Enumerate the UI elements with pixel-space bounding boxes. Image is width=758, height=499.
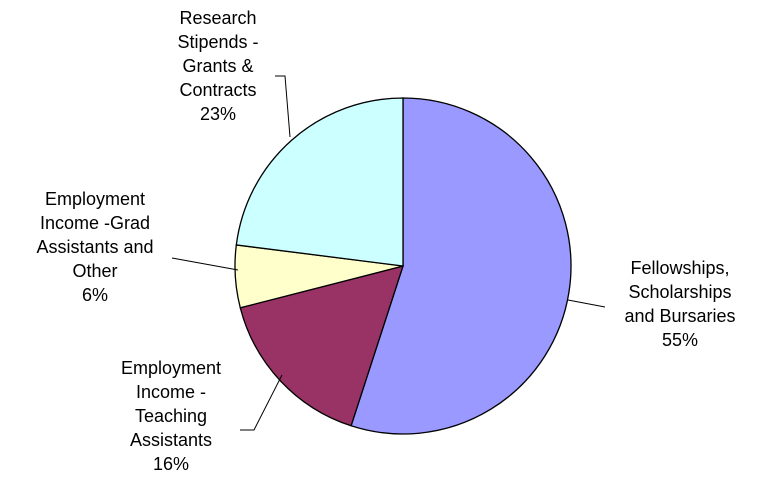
leader-line-1 [567,299,606,308]
leader-line-4 [275,75,291,138]
pie-slice-2 [239,265,404,427]
slice-label-line: Contracts [179,80,256,100]
slice-label-line: Stipends - [177,32,258,52]
slice-label-line: Research [179,8,256,28]
pie-slice-4 [235,97,404,267]
slice-label-line: Employment [121,358,221,378]
slice-percent-label: 6% [82,285,108,305]
slice-label-line: Employment [45,189,145,209]
slice-label-4: Research Stipends - Grants & Contracts 23% [177,8,258,124]
slice-label-line: Scholarships [628,282,731,302]
slice-label-line: Assistants and [36,237,153,257]
slice-label-1: Fellowships, Scholarships and Bursaries 55% [624,258,735,350]
slice-label-line: Other [72,261,117,281]
slice-label-line: and Bursaries [624,306,735,326]
slice-percent-label: 55% [662,330,698,350]
slice-label-3: Employment Income -Grad Assistants and Othe… [36,189,153,305]
leader-line-3 [171,257,239,271]
slice-labels: Fellowships, Scholarships and Bursaries 55%… [36,8,735,474]
slice-label-line: Income -Grad [40,213,150,233]
slice-percent-label: 23% [200,104,236,124]
slice-label-line: Income - [136,382,206,402]
leader-lines [171,75,606,431]
slice-percent-label: 16% [153,454,189,474]
slice-label-line: Assistants [130,430,212,450]
pie-slices [234,97,572,435]
slice-label-line: Grants & [182,56,253,76]
slice-label-line: Fellowships, [630,258,729,278]
leader-line-2 [240,374,283,431]
slice-label-line: Teaching [135,406,207,426]
slice-label-2: Employment Income - Teaching Assistants 16% [121,358,221,474]
pie-slice-1 [350,97,572,435]
